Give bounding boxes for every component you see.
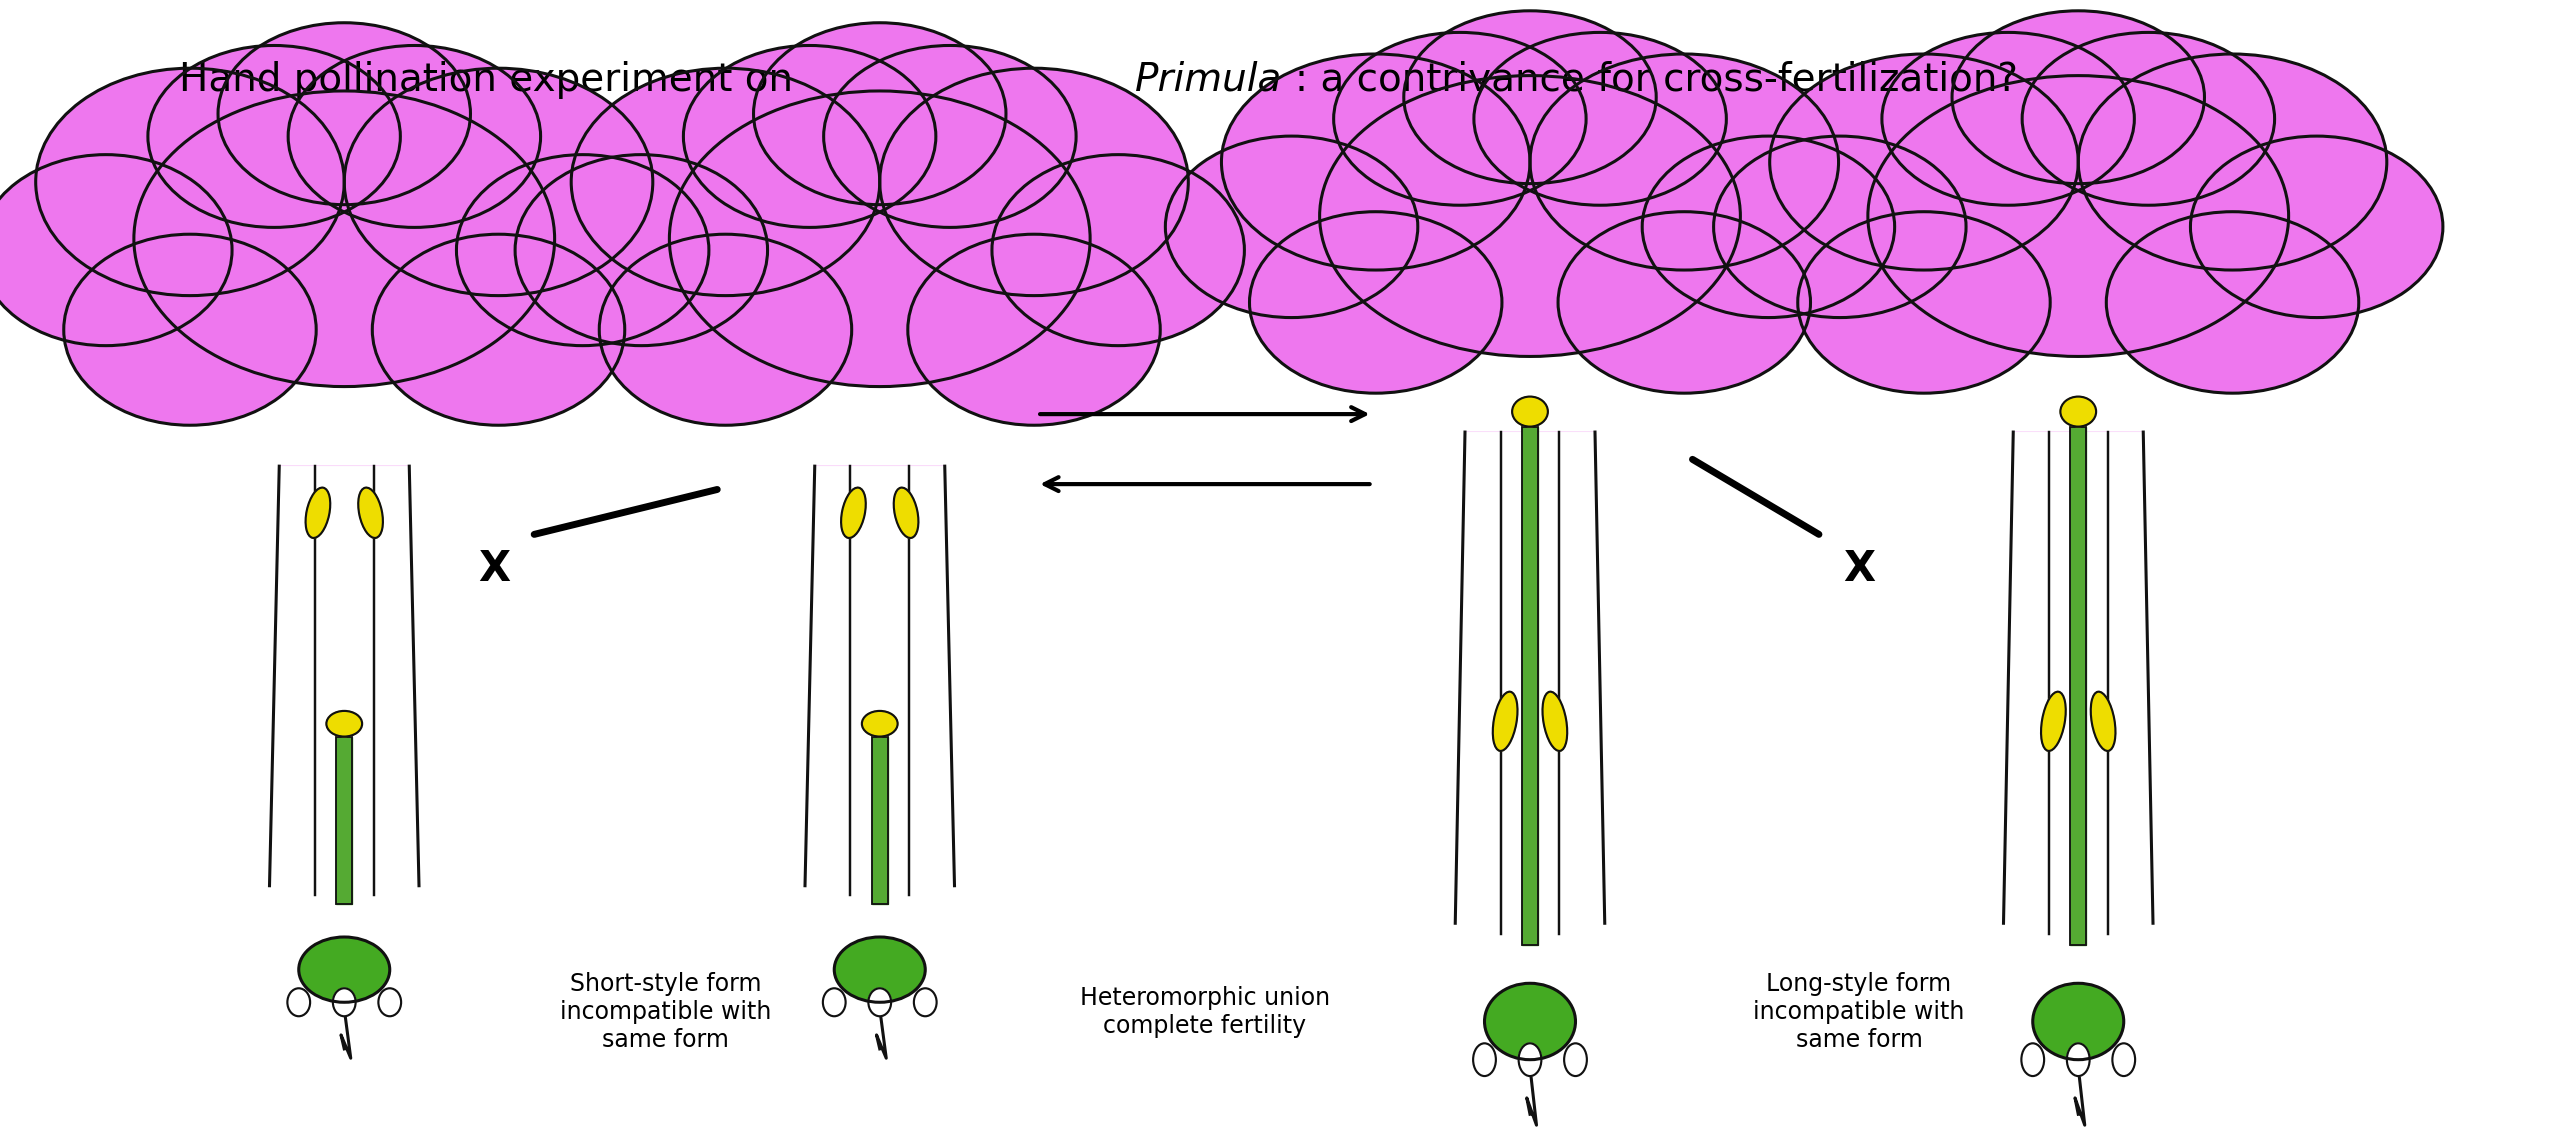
Ellipse shape [892, 488, 918, 538]
Ellipse shape [298, 937, 390, 1003]
Text: Short-style form
incompatible with
same form: Short-style form incompatible with same … [561, 972, 770, 1052]
Ellipse shape [217, 23, 469, 205]
Ellipse shape [2022, 1044, 2045, 1076]
Ellipse shape [1867, 76, 2290, 357]
Ellipse shape [64, 234, 316, 425]
Ellipse shape [456, 155, 709, 346]
Ellipse shape [357, 488, 382, 538]
Ellipse shape [2106, 211, 2359, 393]
Ellipse shape [288, 45, 541, 227]
Ellipse shape [2022, 33, 2275, 206]
Ellipse shape [1334, 33, 1586, 206]
Ellipse shape [334, 988, 354, 1016]
Ellipse shape [992, 155, 1244, 346]
Ellipse shape [372, 234, 625, 425]
Ellipse shape [1474, 33, 1726, 206]
Ellipse shape [668, 91, 1091, 387]
Polygon shape [806, 466, 954, 886]
Ellipse shape [1165, 136, 1418, 317]
Ellipse shape [599, 234, 852, 425]
Ellipse shape [344, 68, 653, 296]
Polygon shape [1466, 432, 1594, 530]
Ellipse shape [2190, 136, 2443, 317]
Ellipse shape [515, 155, 768, 346]
Ellipse shape [1798, 211, 2050, 393]
Ellipse shape [2060, 397, 2096, 426]
Ellipse shape [2091, 691, 2116, 750]
Ellipse shape [1563, 1044, 1586, 1076]
Ellipse shape [1770, 55, 2078, 271]
Ellipse shape [1714, 136, 1966, 317]
Text: Long-style form
incompatible with
same form: Long-style form incompatible with same f… [1754, 972, 1964, 1052]
Ellipse shape [2111, 1044, 2134, 1076]
Ellipse shape [752, 23, 1005, 205]
Ellipse shape [2032, 984, 2124, 1060]
Ellipse shape [2040, 691, 2066, 750]
Polygon shape [872, 737, 887, 904]
Polygon shape [816, 466, 944, 550]
Ellipse shape [824, 988, 847, 1016]
Ellipse shape [1250, 211, 1502, 393]
Ellipse shape [683, 45, 936, 227]
Polygon shape [1522, 426, 1538, 945]
Ellipse shape [133, 91, 556, 387]
Ellipse shape [571, 68, 880, 296]
Polygon shape [2014, 432, 2142, 530]
Ellipse shape [1492, 691, 1517, 750]
Text: Hand pollination experiment on: Hand pollination experiment on [179, 60, 806, 99]
Ellipse shape [1953, 11, 2206, 184]
Ellipse shape [862, 711, 898, 737]
Ellipse shape [1642, 136, 1895, 317]
Ellipse shape [870, 988, 890, 1016]
Ellipse shape [326, 711, 362, 737]
Ellipse shape [842, 488, 867, 538]
Polygon shape [280, 466, 408, 550]
Ellipse shape [148, 45, 400, 227]
Text: X: X [479, 548, 510, 589]
Ellipse shape [36, 68, 344, 296]
Ellipse shape [1520, 1044, 1540, 1076]
Polygon shape [270, 466, 418, 886]
Polygon shape [2071, 426, 2086, 945]
Ellipse shape [1221, 55, 1530, 271]
Ellipse shape [1882, 33, 2134, 206]
Ellipse shape [1558, 211, 1810, 393]
Ellipse shape [306, 488, 332, 538]
Ellipse shape [1512, 397, 1548, 426]
Ellipse shape [834, 937, 926, 1003]
Polygon shape [337, 737, 352, 904]
Ellipse shape [1402, 11, 1658, 184]
Ellipse shape [1530, 55, 1839, 271]
Ellipse shape [377, 988, 400, 1016]
Ellipse shape [880, 68, 1188, 296]
Ellipse shape [288, 988, 311, 1016]
Ellipse shape [824, 45, 1076, 227]
Text: Primula: Primula [1135, 60, 1283, 99]
Ellipse shape [913, 988, 936, 1016]
Ellipse shape [1321, 76, 1739, 357]
Ellipse shape [1474, 1044, 1497, 1076]
Ellipse shape [2068, 1044, 2088, 1076]
Ellipse shape [1543, 691, 1568, 750]
Text: Heteromorphic union
complete fertility: Heteromorphic union complete fertility [1079, 986, 1331, 1038]
Ellipse shape [2078, 55, 2387, 271]
Ellipse shape [0, 155, 232, 346]
Text: : a contrivance for cross-fertilization?: : a contrivance for cross-fertilization? [1295, 60, 2020, 99]
Polygon shape [2004, 432, 2152, 923]
Ellipse shape [908, 234, 1160, 425]
Text: X: X [1844, 548, 1874, 589]
Polygon shape [1456, 432, 1604, 923]
Ellipse shape [1484, 984, 1576, 1060]
